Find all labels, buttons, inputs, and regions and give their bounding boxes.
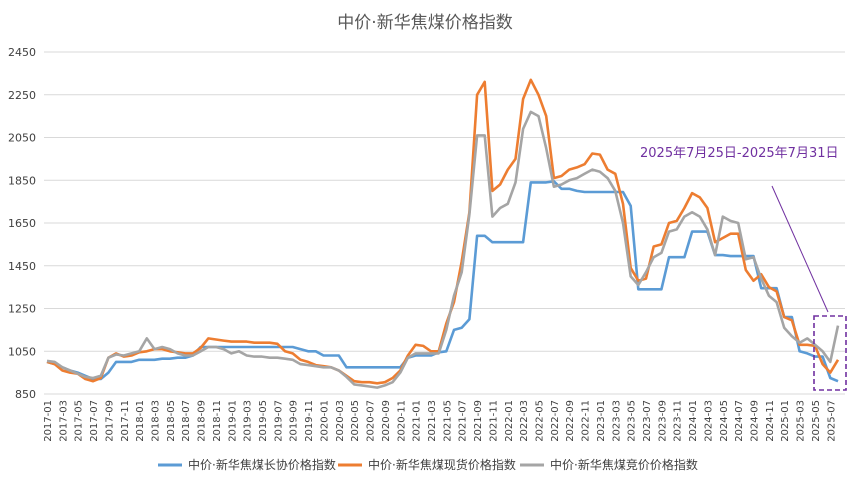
x-tick-label: 2021-03 (427, 400, 438, 442)
x-tick-label: 2024-03 (703, 400, 714, 442)
legend-label: 中价·新华焦煤竞价价格指数 (550, 457, 698, 472)
annotation-pointer (771, 185, 829, 313)
x-tick-label: 2021-05 (442, 400, 453, 442)
x-tick-label: 2017-11 (120, 400, 131, 442)
x-tick-label: 2022-07 (550, 400, 561, 442)
x-tick-label: 2018-07 (181, 400, 192, 442)
x-tick-label: 2021-07 (458, 400, 469, 442)
x-tick-label: 2022-01 (504, 400, 515, 442)
x-tick-label: 2022-09 (565, 400, 576, 442)
annotation: 2025年7月25日-2025年7月31日 (640, 146, 847, 391)
x-tick-label: 2019-03 (243, 400, 254, 442)
x-axis-ticks: 2017-01 2017-03 2017-05 2017-07 2017-09 2017-… (43, 400, 837, 442)
y-tick-label: 1850 (8, 174, 36, 187)
y-tick-label: 2050 (8, 132, 36, 145)
series-line-0 (46, 180, 839, 383)
x-tick-label: 2021-01 (412, 400, 423, 442)
legend-label: 中价·新华焦煤长协价格指数 (188, 457, 336, 472)
x-tick-label: 2020-11 (396, 400, 407, 442)
x-tick-label: 2025-05 (811, 400, 822, 442)
x-tick-label: 2020-05 (350, 400, 361, 442)
series-lines (46, 78, 840, 389)
x-tick-label: 2022-11 (581, 400, 592, 442)
x-tick-label: 2023-09 (657, 400, 668, 442)
legend: 中价·新华焦煤长协价格指数 中价·新华焦煤现货价格指数 中价·新华焦煤竞价价格指数 (158, 457, 698, 472)
y-tick-label: 1250 (8, 303, 36, 316)
x-tick-label: 2018-11 (212, 400, 223, 442)
x-tick-label: 2019-09 (289, 400, 300, 442)
x-tick-label: 2020-09 (381, 400, 392, 442)
chart-title: 中价·新华焦煤价格指数 (337, 13, 512, 33)
y-tick-label: 1050 (8, 345, 36, 358)
x-tick-label: 2025-03 (796, 400, 807, 442)
grid-lines (44, 51, 845, 395)
x-tick-label: 2018-01 (135, 400, 146, 442)
x-tick-label: 2022-05 (534, 400, 545, 442)
x-tick-label: 2023-01 (596, 400, 607, 442)
x-tick-label: 2022-03 (519, 400, 530, 442)
x-tick-label: 2017-01 (43, 400, 54, 442)
x-tick-label: 2020-01 (319, 400, 330, 442)
y-tick-label: 1650 (8, 217, 36, 230)
legend-label: 中价·新华焦煤现货价格指数 (368, 457, 516, 472)
x-tick-label: 2017-05 (74, 400, 85, 442)
x-tick-label: 2019-11 (304, 400, 315, 442)
x-tick-label: 2017-09 (104, 400, 115, 442)
x-tick-label: 2019-05 (258, 400, 269, 442)
x-tick-label: 2024-07 (734, 400, 745, 442)
x-tick-label: 2024-01 (688, 400, 699, 442)
x-tick-label: 2023-05 (627, 400, 638, 442)
x-tick-label: 2021-11 (488, 400, 499, 442)
x-tick-label: 2019-07 (273, 400, 284, 442)
y-tick-label: 1450 (8, 260, 36, 273)
y-tick-label: 850 (15, 388, 36, 401)
x-tick-label: 2024-09 (750, 400, 761, 442)
annotation-box (813, 315, 847, 391)
x-tick-label: 2018-03 (151, 400, 162, 442)
x-tick-label: 2020-07 (366, 400, 377, 442)
x-tick-label: 2018-09 (197, 400, 208, 442)
y-tick-label: 2250 (8, 89, 36, 102)
x-tick-label: 2024-05 (719, 400, 730, 442)
x-tick-label: 2020-03 (335, 400, 346, 442)
x-tick-label: 2019-01 (227, 400, 238, 442)
annotation-label: 2025年7月25日-2025年7月31日 (640, 146, 839, 161)
x-tick-label: 2023-11 (673, 400, 684, 442)
x-tick-label: 2023-03 (611, 400, 622, 442)
x-tick-label: 2017-07 (89, 400, 100, 442)
y-tick-label: 2450 (8, 46, 36, 59)
x-tick-label: 2023-07 (642, 400, 653, 442)
x-tick-label: 2018-05 (166, 400, 177, 442)
x-tick-label: 2017-03 (58, 400, 69, 442)
y-axis-ticks: 850 1050 1250 1450 1650 1850 2050 2250 2450 (8, 46, 36, 401)
x-tick-label: 2025-07 (826, 400, 837, 442)
x-tick-label: 2024-11 (765, 400, 776, 442)
x-tick-label: 2021-09 (473, 400, 484, 442)
x-tick-label: 2025-01 (780, 400, 791, 442)
series-line-2 (46, 110, 840, 389)
